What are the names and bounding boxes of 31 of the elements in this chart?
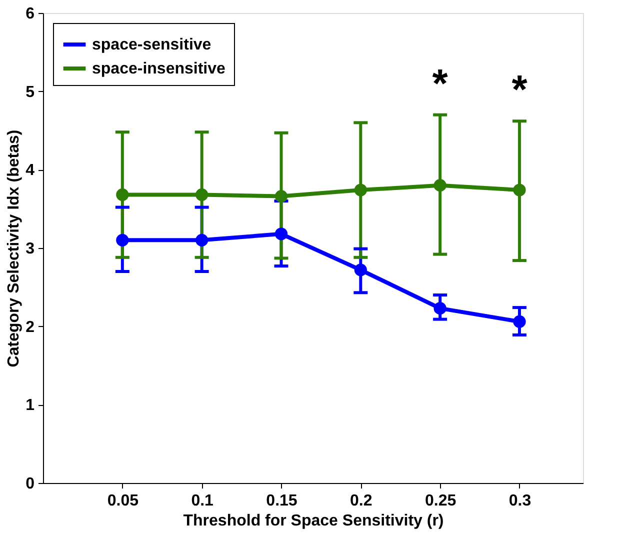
y-tick-label: 3 bbox=[26, 240, 35, 258]
point bbox=[434, 179, 446, 192]
annotation: * bbox=[432, 62, 448, 106]
y-tick-label: 4 bbox=[26, 162, 35, 180]
x-tick-label: 0.1 bbox=[191, 492, 214, 510]
point bbox=[116, 188, 129, 202]
y-tick-label: 1 bbox=[26, 397, 35, 414]
point bbox=[354, 264, 367, 276]
x-tick-label: 0.2 bbox=[350, 492, 372, 510]
y-axis-title: Category Selectivity Idx (betas) bbox=[6, 130, 23, 368]
point bbox=[434, 302, 446, 315]
x-tick-label: 0.05 bbox=[107, 492, 139, 510]
point bbox=[354, 184, 367, 196]
y-tick-label: 5 bbox=[26, 84, 35, 101]
point bbox=[274, 228, 288, 240]
point bbox=[196, 188, 208, 202]
x-axis-title: Threshold for Space Sensitivity (r) bbox=[183, 512, 444, 530]
x-tick-label: 0.15 bbox=[266, 492, 298, 510]
point bbox=[274, 190, 288, 203]
x-tick-label: 0.25 bbox=[424, 492, 456, 510]
annotation: * bbox=[512, 68, 528, 112]
y-tick-label: 6 bbox=[26, 6, 35, 22]
point bbox=[513, 184, 526, 196]
x-tick-label: 0.3 bbox=[508, 492, 532, 510]
y-tick-label: 2 bbox=[26, 318, 35, 336]
legend-label: space-sensitive bbox=[92, 36, 212, 54]
point bbox=[513, 315, 526, 328]
point bbox=[116, 234, 129, 246]
point bbox=[196, 234, 208, 246]
y-tick-label: 0 bbox=[26, 476, 35, 492]
legend-label: space-insensitive bbox=[92, 60, 226, 78]
